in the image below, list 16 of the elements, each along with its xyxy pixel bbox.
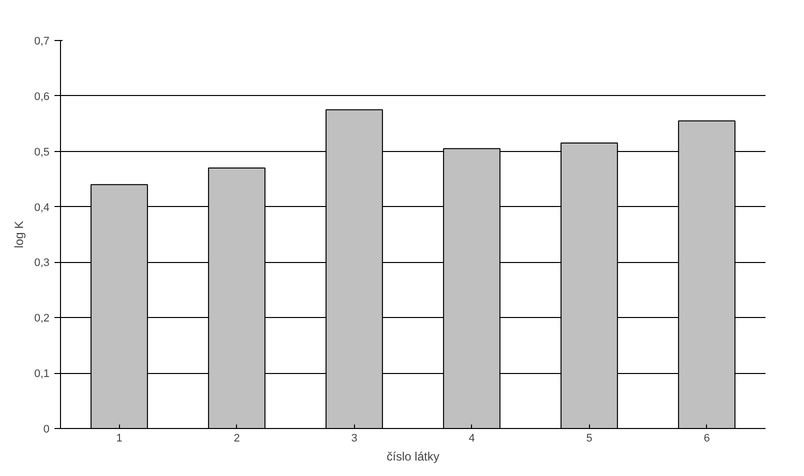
y-tick-label: 0,6 <box>34 90 50 103</box>
x-tick-label: 3 <box>351 432 358 444</box>
x-tick-label: 1 <box>116 432 122 444</box>
y-tick-label: 0,4 <box>34 202 50 214</box>
y-tick-label: 0 <box>43 424 50 436</box>
x-tick-label: 5 <box>586 432 592 444</box>
y-tick-label: 0,2 <box>34 312 50 325</box>
x-tick-label: 4 <box>468 432 475 444</box>
x-tick-label: 6 <box>704 432 710 444</box>
y-tick-label: 0,7 <box>34 36 50 48</box>
y-tick-label: 0,3 <box>34 257 50 270</box>
x-tick-label: 2 <box>234 432 240 444</box>
y-axis-title: log K <box>12 220 26 248</box>
y-tick-label: 0,5 <box>34 146 50 158</box>
y-tick-label: 0,1 <box>34 368 50 380</box>
x-axis-title: číslo látky <box>386 450 440 464</box>
